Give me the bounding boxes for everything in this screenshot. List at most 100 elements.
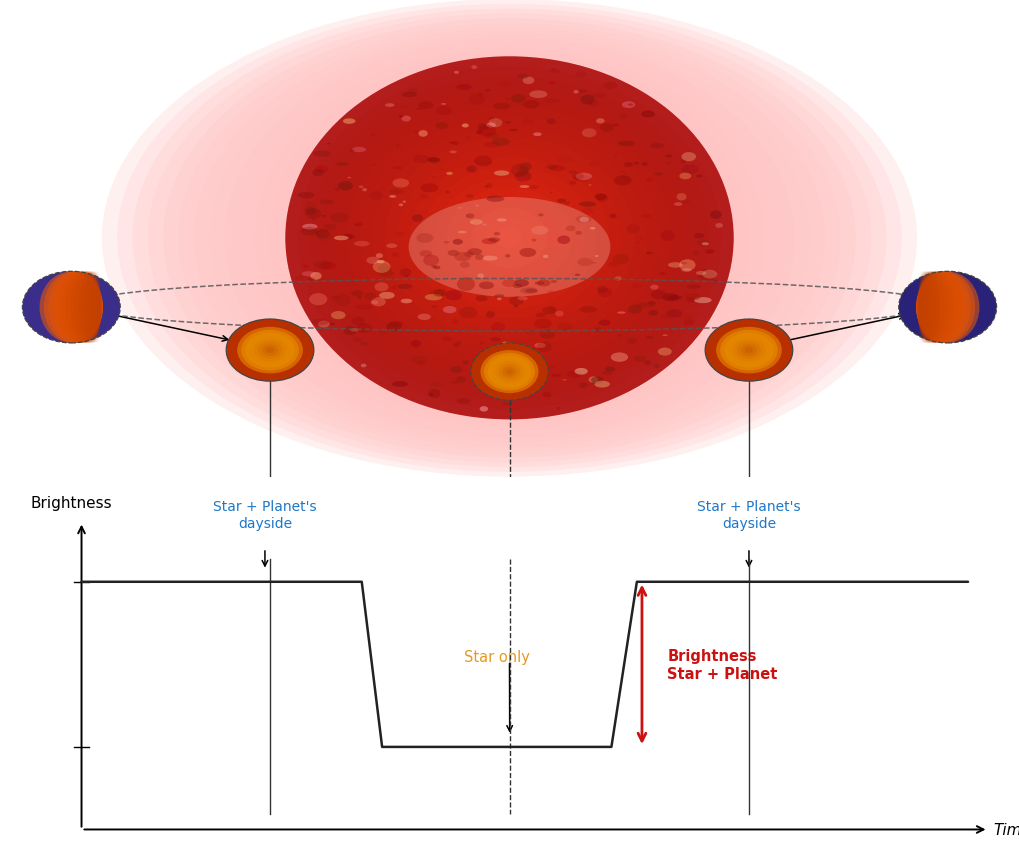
Ellipse shape [577, 308, 594, 314]
Ellipse shape [517, 75, 529, 79]
Ellipse shape [627, 337, 637, 344]
Ellipse shape [512, 164, 529, 178]
Ellipse shape [391, 253, 398, 257]
Ellipse shape [413, 156, 430, 164]
Ellipse shape [537, 343, 552, 353]
Ellipse shape [628, 104, 633, 106]
Ellipse shape [352, 317, 365, 326]
Ellipse shape [476, 205, 479, 207]
Ellipse shape [694, 297, 711, 304]
Text: Brightness
Star + Planet: Brightness Star + Planet [667, 648, 777, 682]
Ellipse shape [557, 323, 573, 331]
Ellipse shape [338, 182, 353, 191]
Ellipse shape [369, 192, 383, 201]
Ellipse shape [595, 256, 598, 258]
Ellipse shape [463, 360, 469, 366]
Ellipse shape [576, 216, 592, 223]
Ellipse shape [303, 265, 309, 268]
Ellipse shape [476, 130, 482, 135]
Ellipse shape [473, 369, 481, 375]
Ellipse shape [484, 187, 488, 188]
Text: Star + Planet's
dayside: Star + Planet's dayside [213, 499, 317, 531]
Ellipse shape [710, 280, 717, 284]
Ellipse shape [620, 115, 627, 120]
Ellipse shape [540, 101, 552, 107]
Ellipse shape [429, 394, 433, 397]
Ellipse shape [685, 294, 701, 301]
Ellipse shape [705, 320, 793, 382]
Ellipse shape [298, 67, 721, 410]
Ellipse shape [520, 163, 532, 172]
Ellipse shape [917, 272, 953, 343]
Ellipse shape [334, 188, 339, 192]
Ellipse shape [497, 228, 522, 249]
Ellipse shape [681, 160, 686, 164]
Ellipse shape [392, 382, 408, 388]
Ellipse shape [612, 255, 629, 265]
Ellipse shape [745, 348, 753, 354]
Ellipse shape [298, 193, 315, 199]
Ellipse shape [399, 106, 409, 109]
Ellipse shape [22, 272, 120, 343]
Ellipse shape [321, 216, 326, 217]
Ellipse shape [478, 94, 484, 97]
Ellipse shape [441, 104, 446, 106]
Ellipse shape [455, 377, 466, 383]
Ellipse shape [682, 269, 692, 273]
Ellipse shape [668, 263, 683, 268]
Ellipse shape [481, 351, 538, 394]
Ellipse shape [514, 393, 527, 399]
Ellipse shape [460, 262, 470, 268]
Ellipse shape [178, 24, 841, 453]
Ellipse shape [411, 341, 421, 348]
Ellipse shape [666, 296, 683, 301]
Ellipse shape [371, 135, 376, 136]
Ellipse shape [510, 297, 524, 306]
Ellipse shape [409, 198, 610, 297]
Ellipse shape [489, 118, 495, 122]
Ellipse shape [618, 335, 622, 337]
Ellipse shape [646, 178, 653, 182]
Ellipse shape [547, 119, 555, 125]
Ellipse shape [444, 242, 449, 245]
Ellipse shape [696, 176, 702, 178]
Ellipse shape [399, 269, 412, 277]
Ellipse shape [598, 289, 612, 298]
Ellipse shape [660, 314, 673, 319]
Ellipse shape [549, 82, 555, 86]
Ellipse shape [344, 234, 353, 239]
Ellipse shape [917, 272, 949, 343]
Ellipse shape [466, 166, 477, 174]
Ellipse shape [917, 272, 958, 343]
Ellipse shape [641, 215, 651, 219]
Ellipse shape [336, 163, 348, 167]
Ellipse shape [485, 90, 491, 93]
Ellipse shape [488, 238, 500, 243]
Ellipse shape [697, 239, 710, 247]
Ellipse shape [209, 33, 810, 444]
Ellipse shape [366, 211, 369, 213]
Ellipse shape [579, 383, 588, 389]
Ellipse shape [580, 217, 589, 223]
Ellipse shape [658, 348, 672, 356]
Ellipse shape [392, 179, 409, 188]
Ellipse shape [597, 286, 607, 294]
Ellipse shape [567, 371, 582, 378]
Ellipse shape [408, 89, 419, 95]
Text: Star only: Star only [464, 649, 530, 665]
Ellipse shape [410, 158, 609, 320]
Ellipse shape [497, 219, 506, 222]
Ellipse shape [480, 406, 488, 412]
Ellipse shape [385, 138, 634, 339]
Ellipse shape [452, 239, 463, 245]
Ellipse shape [592, 382, 597, 384]
Ellipse shape [466, 195, 474, 199]
Ellipse shape [899, 272, 997, 343]
Ellipse shape [117, 5, 902, 472]
Ellipse shape [417, 108, 423, 111]
Ellipse shape [591, 377, 603, 384]
Ellipse shape [556, 407, 560, 410]
Ellipse shape [430, 383, 442, 387]
Ellipse shape [590, 227, 595, 230]
Ellipse shape [430, 290, 447, 297]
